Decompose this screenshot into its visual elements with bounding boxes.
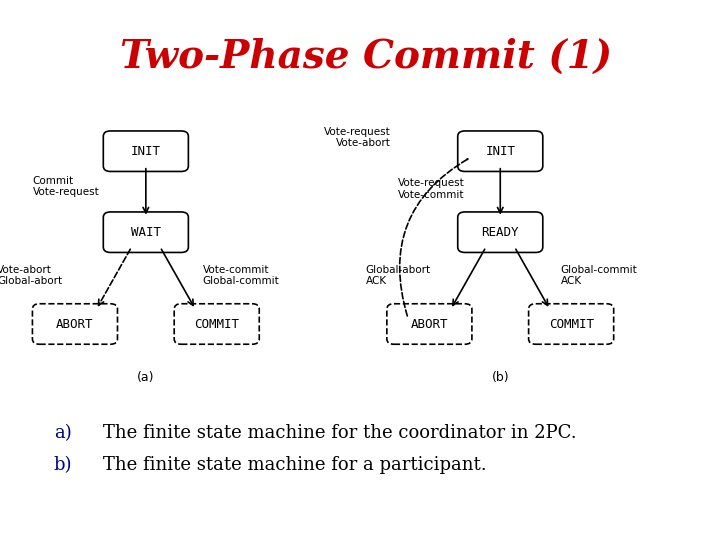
Text: ABORT: ABORT bbox=[56, 318, 94, 330]
FancyBboxPatch shape bbox=[174, 303, 259, 345]
Text: a): a) bbox=[54, 424, 71, 442]
Text: COMMIT: COMMIT bbox=[194, 318, 239, 330]
Text: Vote-commit
Global-commit: Vote-commit Global-commit bbox=[202, 265, 279, 286]
FancyBboxPatch shape bbox=[32, 303, 117, 345]
Text: The finite state machine for a participant.: The finite state machine for a participa… bbox=[103, 456, 487, 474]
Text: COMMIT: COMMIT bbox=[549, 318, 594, 330]
Text: (b): (b) bbox=[492, 372, 509, 384]
Text: The finite state machine for the coordinator in 2PC.: The finite state machine for the coordin… bbox=[103, 424, 577, 442]
FancyBboxPatch shape bbox=[103, 131, 189, 172]
Text: ABORT: ABORT bbox=[410, 318, 448, 330]
Text: b): b) bbox=[54, 456, 72, 474]
Text: INIT: INIT bbox=[131, 145, 161, 158]
Text: Global-commit
ACK: Global-commit ACK bbox=[560, 265, 637, 286]
FancyBboxPatch shape bbox=[458, 212, 543, 252]
FancyBboxPatch shape bbox=[387, 303, 472, 345]
Text: READY: READY bbox=[482, 226, 519, 239]
Text: Commit
Vote-request: Commit Vote-request bbox=[32, 176, 99, 197]
Text: Two-Phase Commit (1): Two-Phase Commit (1) bbox=[120, 38, 612, 76]
Text: Vote-request
Vote-abort: Vote-request Vote-abort bbox=[323, 127, 390, 148]
FancyArrowPatch shape bbox=[400, 159, 468, 316]
FancyBboxPatch shape bbox=[528, 303, 613, 345]
Text: Vote-abort
Global-abort: Vote-abort Global-abort bbox=[0, 265, 62, 286]
Text: Global-abort
ACK: Global-abort ACK bbox=[366, 265, 431, 286]
FancyBboxPatch shape bbox=[103, 212, 189, 252]
Text: (a): (a) bbox=[137, 372, 155, 384]
Text: Vote-request
Vote-commit: Vote-request Vote-commit bbox=[397, 178, 464, 200]
Text: INIT: INIT bbox=[485, 145, 516, 158]
FancyBboxPatch shape bbox=[458, 131, 543, 172]
Text: WAIT: WAIT bbox=[131, 226, 161, 239]
